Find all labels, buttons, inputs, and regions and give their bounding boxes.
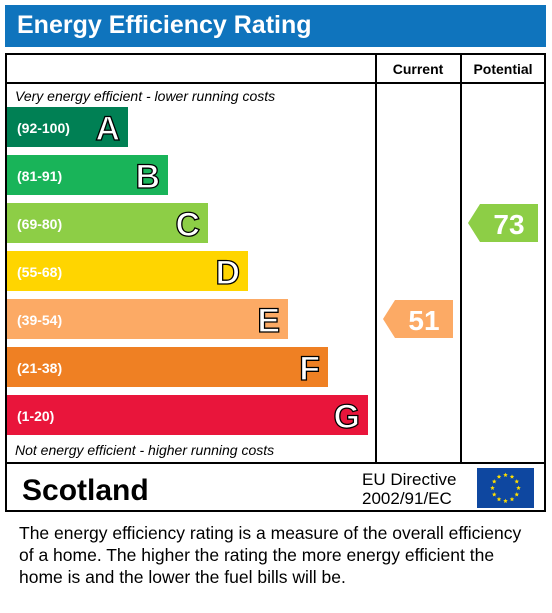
- rating-bands: (92-100) A (81-91) B (69-80) C (55-68) D (39-54)…: [7, 107, 368, 437]
- band-range-g: (1-20): [17, 408, 54, 424]
- top-note: Very energy efficient - lower running co…: [15, 88, 275, 104]
- band-d: [7, 251, 248, 291]
- rating-arrows: 51 73: [383, 204, 538, 338]
- flag-star: [516, 485, 521, 490]
- energy-rating-chart: Current Potential Very energy efficient …: [5, 53, 546, 512]
- potential-column-header: Potential: [473, 61, 532, 77]
- band-e: [7, 299, 288, 339]
- band-letter-b: B: [135, 158, 160, 196]
- flag-star: [503, 472, 508, 477]
- region-label: Scotland: [22, 474, 149, 507]
- band-range-f: (21-38): [17, 360, 62, 376]
- band-letter-d: D: [215, 254, 240, 292]
- band-letter-e: E: [257, 302, 280, 340]
- flag-star: [491, 479, 497, 484]
- flag-star: [491, 492, 497, 497]
- flag-star: [496, 474, 502, 479]
- band-a: [7, 107, 128, 147]
- band-c: [7, 203, 208, 243]
- flag-star: [514, 479, 520, 484]
- flag-star: [490, 485, 495, 490]
- description: The energy efficiency rating is a measur…: [19, 523, 522, 587]
- current-rating-value: 51: [408, 305, 439, 336]
- band-letter-c: C: [175, 206, 200, 244]
- band-range-b: (81-91): [17, 168, 62, 184]
- band-b: [7, 155, 168, 195]
- directive-line-1: EU Directive: [362, 470, 456, 489]
- band-g: [7, 395, 368, 435]
- bottom-note: Not energy efficient - higher running co…: [15, 442, 274, 458]
- eu-flag-icon: [477, 468, 534, 508]
- band-range-a: (92-100): [17, 120, 70, 136]
- directive-line-2: 2002/91/EC: [362, 489, 452, 508]
- page-title: Energy Efficiency Rating: [17, 11, 312, 39]
- potential-rating-arrow: [468, 204, 538, 242]
- flag-star: [514, 492, 520, 497]
- title-bar: Energy Efficiency Rating: [5, 5, 546, 47]
- flag-star: [503, 498, 508, 503]
- flag-star: [496, 496, 502, 502]
- flag-star: [509, 474, 515, 479]
- band-range-c: (69-80): [17, 216, 62, 232]
- band-range-e: (39-54): [17, 312, 62, 328]
- potential-rating-value: 73: [493, 209, 524, 240]
- current-rating-arrow: [383, 300, 453, 338]
- flag-star: [509, 496, 515, 502]
- band-letter-a: A: [95, 110, 120, 148]
- chart-frame: [5, 53, 546, 512]
- band-letter-g: G: [334, 398, 360, 436]
- band-f: [7, 347, 328, 387]
- current-column-header: Current: [393, 61, 444, 77]
- band-letter-f: F: [299, 350, 320, 388]
- band-range-d: (55-68): [17, 264, 62, 280]
